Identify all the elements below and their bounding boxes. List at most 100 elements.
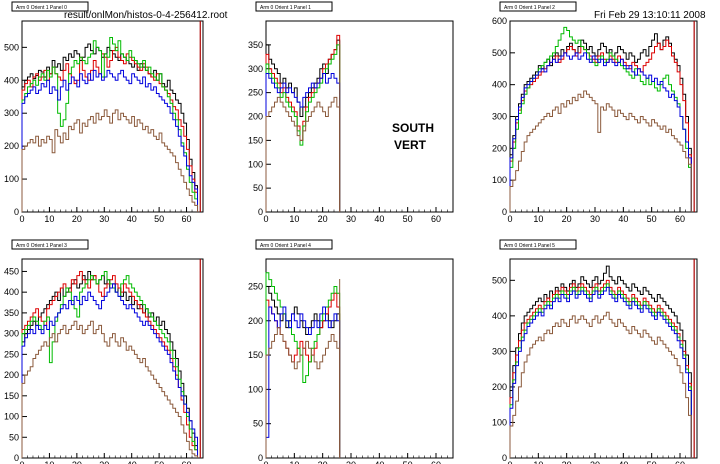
series-red [21, 270, 199, 458]
x-tick-label: 30 [346, 460, 356, 464]
x-tick-label: 50 [403, 214, 413, 224]
y-tick-label: 0 [502, 207, 507, 217]
panel-title: Arm 0 Orient 1 Panel 0 [16, 5, 67, 11]
x-tick-label: 30 [346, 214, 356, 224]
y-tick-label: 400 [4, 287, 19, 297]
x-tick-label: 20 [562, 460, 572, 464]
panel-title: Arm 0 Orient 1 Panel 1 [260, 5, 311, 11]
y-tick-label: 100 [4, 174, 19, 184]
y-tick-label: 100 [248, 159, 263, 169]
x-tick-label: 60 [675, 460, 685, 464]
plot-frame [509, 258, 698, 459]
panel-1: Arm 0 Orient 1 Panel 1 0 10 20 30 40 50 60 0 50 10… [248, 1, 454, 224]
y-tick-label: 0 [258, 453, 263, 463]
y-tick-label: 0 [502, 453, 507, 463]
x-tick-label: 30 [99, 214, 109, 224]
x-tick-label: 20 [562, 214, 572, 224]
x-tick-label: 20 [318, 214, 328, 224]
y-tick-label: 50 [253, 183, 263, 193]
x-tick-label: 10 [44, 460, 54, 464]
y-tick-label: 100 [492, 175, 507, 185]
panel-title-box [255, 239, 333, 250]
series-green [21, 270, 199, 458]
x-tick-label: 0 [507, 460, 512, 464]
x-tick-label: 20 [72, 214, 82, 224]
x-tick-label: 40 [618, 460, 628, 464]
y-tick-label: 250 [248, 88, 263, 98]
vert-label: VERT [394, 138, 427, 152]
x-tick-label: 40 [374, 460, 384, 464]
y-tick-label: 50 [253, 419, 263, 429]
y-tick-label: 350 [248, 40, 263, 50]
series-blue [509, 52, 692, 212]
panel-title-box [499, 1, 577, 12]
x-tick-label: 40 [127, 214, 137, 224]
y-tick-label: 250 [248, 281, 263, 291]
series-brown [265, 96, 341, 212]
series-brown [265, 327, 341, 458]
y-tick-label: 600 [492, 16, 507, 26]
panel-title: Arm 0 Orient 1 Panel 3 [16, 243, 67, 249]
y-tick-label: 300 [4, 329, 19, 339]
x-tick-label: 0 [263, 214, 268, 224]
x-tick-label: 0 [19, 214, 24, 224]
x-tick-label: 60 [431, 214, 441, 224]
y-tick-label: 300 [492, 346, 507, 356]
panel-title-box [11, 1, 89, 12]
x-tick-label: 30 [590, 214, 600, 224]
panel-2: Arm 0 Orient 1 Panel 20 10 20 30 40 50 6001002… [492, 1, 698, 224]
panel-title: Arm 0 Orient 1 Panel 5 [504, 243, 555, 249]
series-black [21, 43, 199, 212]
x-tick-label: 60 [675, 214, 685, 224]
series-brown [21, 109, 199, 212]
x-tick-label: 10 [533, 214, 543, 224]
y-tick-label: 0 [14, 453, 19, 463]
x-tick-label: 50 [647, 214, 657, 224]
y-tick-label: 100 [248, 384, 263, 394]
x-tick-label: 50 [403, 460, 413, 464]
series-blue [265, 73, 341, 212]
x-tick-label: 40 [618, 214, 628, 224]
y-tick-label: 400 [492, 311, 507, 321]
x-tick-label: 20 [72, 460, 82, 464]
plot-frame [509, 20, 698, 213]
series-black [509, 265, 692, 458]
x-tick-label: 50 [154, 460, 164, 464]
series-black [21, 270, 199, 458]
x-tick-label: 40 [374, 214, 384, 224]
x-tick-label: 60 [182, 460, 192, 464]
timestamp-label: Fri Feb 29 13:10:11 2008 [594, 10, 706, 21]
x-tick-label: 50 [154, 214, 164, 224]
y-tick-label: 400 [492, 80, 507, 90]
y-tick-label: 200 [492, 143, 507, 153]
y-tick-label: 0 [14, 207, 19, 217]
x-tick-label: 0 [507, 214, 512, 224]
x-tick-label: 60 [182, 214, 192, 224]
x-tick-label: 40 [127, 460, 137, 464]
x-tick-label: 10 [44, 214, 54, 224]
panel-0: Arm 0 Orient 1 Panel 0 0 10 20 30 40 50 60 0 100 2… [4, 1, 204, 224]
panel-title: Arm 0 Orient 1 Panel 2 [504, 5, 555, 11]
y-tick-label: 150 [248, 135, 263, 145]
x-tick-label: 10 [289, 460, 299, 464]
y-tick-label: 200 [248, 316, 263, 326]
y-tick-label: 200 [4, 370, 19, 380]
y-tick-label: 100 [492, 417, 507, 427]
x-tick-label: 0 [19, 460, 24, 464]
series-red [265, 34, 341, 212]
series-red [509, 39, 692, 212]
y-tick-label: 500 [492, 275, 507, 285]
y-tick-label: 400 [4, 75, 19, 85]
y-tick-label: 450 [4, 266, 19, 276]
y-tick-label: 200 [4, 141, 19, 151]
y-tick-label: 250 [4, 349, 19, 359]
series-black [265, 39, 341, 212]
series-black [265, 285, 341, 458]
series-red [21, 46, 199, 212]
y-tick-label: 300 [4, 108, 19, 118]
x-tick-label: 60 [431, 460, 441, 464]
series-green [509, 26, 692, 212]
series-blue [509, 286, 692, 458]
series-green [265, 272, 341, 458]
